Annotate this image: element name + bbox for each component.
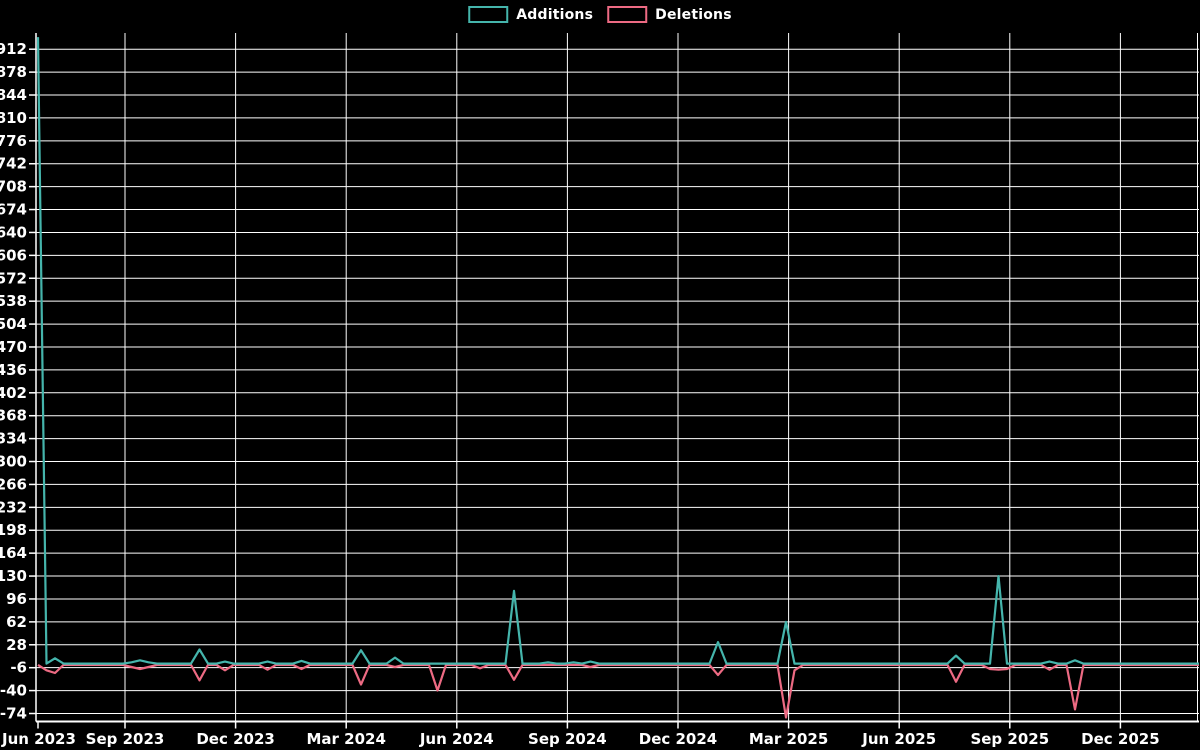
legend-item-deletions[interactable]: Deletions <box>607 6 732 23</box>
y-tick-label: -74 <box>0 705 27 723</box>
x-tick-label: Dec 2023 <box>196 730 275 748</box>
x-tick-label: Jun 2023 <box>1 730 76 748</box>
y-tick-label: 300 <box>0 453 27 471</box>
x-tick-label: Mar 2025 <box>749 730 828 748</box>
deletions-swatch-icon <box>607 6 648 23</box>
legend-label-deletions: Deletions <box>655 6 732 23</box>
deletions-line <box>37 663 1199 719</box>
y-tick-label: 572 <box>0 269 27 287</box>
y-tick-label: 504 <box>0 315 27 333</box>
y-tick-label: 708 <box>0 178 27 196</box>
y-tick-label: 912 <box>0 40 27 58</box>
y-tick-label: 402 <box>0 384 27 402</box>
x-tick-label: Dec 2025 <box>1081 730 1160 748</box>
legend-item-additions[interactable]: Additions <box>468 6 593 23</box>
y-tick-label: 776 <box>0 132 27 150</box>
x-tick-label: Dec 2024 <box>639 730 718 748</box>
x-tick-label: Sep 2023 <box>86 730 165 748</box>
y-tick-label: 266 <box>0 475 27 493</box>
y-tick-label: 674 <box>0 201 27 219</box>
y-tick-label: 844 <box>0 86 27 104</box>
y-tick-label: 198 <box>0 521 27 539</box>
y-tick-label: -6 <box>10 659 27 677</box>
legend-label-additions: Additions <box>516 6 594 23</box>
y-tick-label: 742 <box>0 155 27 173</box>
y-tick-label: 878 <box>0 63 27 81</box>
y-tick-label: 436 <box>0 361 27 379</box>
y-tick-label: 368 <box>0 407 27 425</box>
x-tick-label: Sep 2024 <box>528 730 607 748</box>
y-tick-label: 28 <box>6 636 27 654</box>
y-tick-label: 130 <box>0 567 27 585</box>
additions-swatch-icon <box>468 6 509 23</box>
y-tick-label: 470 <box>0 338 27 356</box>
x-tick-label: Sep 2025 <box>970 730 1049 748</box>
chart-legend: Additions Deletions <box>468 6 732 23</box>
y-tick-label: 232 <box>0 498 27 516</box>
x-tick-label: Mar 2024 <box>306 730 385 748</box>
y-tick-label: -40 <box>0 682 27 700</box>
y-tick-label: 96 <box>6 590 27 608</box>
y-tick-label: 810 <box>0 109 27 127</box>
y-tick-label: 334 <box>0 430 27 448</box>
y-tick-label: 538 <box>0 292 27 310</box>
y-tick-label: 640 <box>0 223 27 241</box>
y-tick-label: 164 <box>0 544 27 562</box>
x-tick-label: Jun 2024 <box>419 730 494 748</box>
additions-line <box>36 37 1199 665</box>
y-tick-label: 606 <box>0 246 27 264</box>
y-tick-label: 62 <box>6 613 27 631</box>
x-tick-label: Jun 2025 <box>861 730 936 748</box>
